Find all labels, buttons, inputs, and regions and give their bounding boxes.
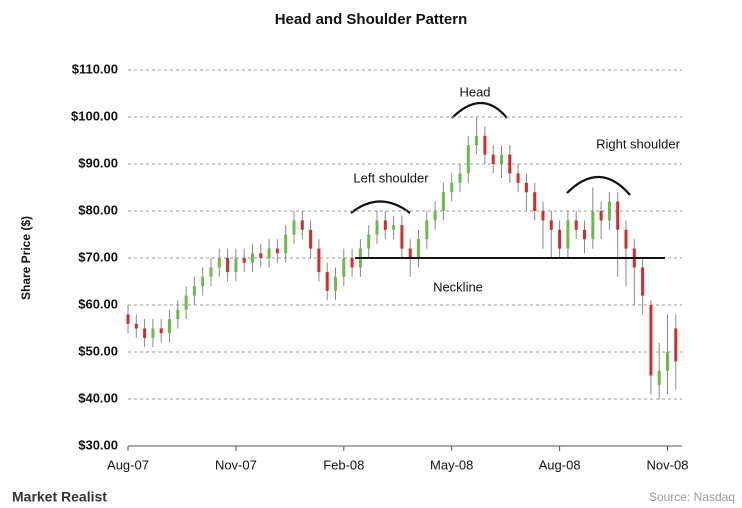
- candle-body: [126, 314, 130, 324]
- head-arc: [451, 102, 508, 119]
- candle-body: [226, 258, 230, 273]
- candle-body: [375, 220, 379, 235]
- candle-body: [400, 225, 404, 249]
- candle-body: [666, 352, 669, 371]
- candle-body: [176, 309, 180, 320]
- candle-body: [151, 328, 155, 338]
- candle-body: [242, 258, 246, 263]
- candle-body: [217, 258, 221, 268]
- annotation: Left shoulder: [353, 170, 429, 185]
- y-tick-label: $40.00: [78, 390, 118, 405]
- candle-body: [583, 229, 586, 240]
- candle-body: [458, 173, 462, 183]
- candle-body: [334, 276, 337, 291]
- candle-body: [483, 135, 487, 155]
- y-tick-label: $60.00: [78, 296, 118, 311]
- candle-body: [607, 201, 611, 221]
- candle-body: [450, 182, 454, 193]
- chart-title: Head and Shoulder Pattern: [275, 11, 468, 28]
- candle-body: [259, 253, 263, 258]
- candle-body: [201, 276, 205, 287]
- annotation: Head: [459, 84, 490, 99]
- candle-body: [325, 272, 329, 291]
- candle-body: [466, 145, 470, 174]
- x-tick-label: Aug-08: [539, 457, 581, 472]
- candle-body: [275, 248, 279, 254]
- y-tick-label: $90.00: [78, 155, 118, 170]
- candle-body: [234, 258, 238, 273]
- candle-body: [392, 225, 396, 230]
- candle-body: [192, 286, 196, 296]
- candle-body: [524, 182, 528, 193]
- candle-body: [649, 305, 653, 376]
- candle-body: [549, 220, 553, 230]
- candle-body: [317, 248, 321, 273]
- candle-body: [566, 220, 570, 249]
- candle-body: [309, 229, 313, 249]
- y-tick-label: $80.00: [78, 202, 118, 217]
- candle-body: [408, 248, 412, 258]
- candle-body: [383, 220, 387, 230]
- candle-body: [143, 328, 147, 338]
- candle-body: [300, 220, 304, 230]
- candle-body: [574, 220, 578, 230]
- x-tick-label: Aug-07: [107, 457, 149, 472]
- y-tick-label: $50.00: [78, 343, 118, 358]
- y-tick-label: $30.00: [78, 437, 118, 452]
- y-tick-label: $70.00: [78, 249, 118, 264]
- candle-body: [425, 220, 429, 240]
- source: Source: Nasdaq: [649, 490, 735, 504]
- candle-body: [342, 258, 346, 277]
- candle-body: [168, 319, 171, 334]
- candle-body: [267, 248, 271, 258]
- candle-body: [417, 239, 420, 258]
- x-tick-label: Nov-07: [215, 457, 257, 472]
- y-axis-label: Share Price ($): [19, 216, 33, 300]
- candle-body: [533, 192, 537, 211]
- x-tick-label: Nov-08: [647, 457, 689, 472]
- candle-body: [616, 201, 620, 230]
- shoulder-arc: [566, 175, 631, 196]
- candle-body: [491, 154, 495, 164]
- candle-body: [441, 192, 445, 211]
- candle-body: [558, 229, 562, 249]
- shoulder-arc: [350, 200, 411, 214]
- candle-body: [134, 323, 138, 329]
- candle-body: [350, 258, 354, 268]
- candle-body: [500, 154, 503, 164]
- candle-body: [251, 253, 254, 263]
- candle-body: [475, 135, 479, 146]
- annotation: Neckline: [433, 279, 483, 294]
- candle-body: [367, 234, 371, 249]
- candle-body: [184, 295, 188, 310]
- annotation: Right shoulder: [596, 136, 680, 151]
- candle-body: [624, 229, 628, 249]
- candle-body: [284, 234, 288, 254]
- y-tick-label: $100.00: [71, 108, 118, 123]
- candle-body: [641, 267, 645, 296]
- candle-body: [541, 211, 545, 221]
- candle-body: [516, 173, 520, 183]
- candle-body: [159, 328, 163, 334]
- candle-body: [209, 267, 213, 277]
- brand: Market Realist: [12, 489, 107, 505]
- x-tick-label: Feb-08: [323, 457, 364, 472]
- candle-body: [599, 211, 603, 221]
- y-tick-label: $110.00: [72, 61, 118, 76]
- candle-body: [674, 328, 678, 362]
- candle-body: [657, 370, 661, 385]
- candle-body: [292, 220, 296, 235]
- candle-body: [433, 211, 437, 221]
- x-tick-label: May-08: [430, 457, 473, 472]
- candle-body: [508, 154, 512, 174]
- candle-body: [591, 211, 595, 240]
